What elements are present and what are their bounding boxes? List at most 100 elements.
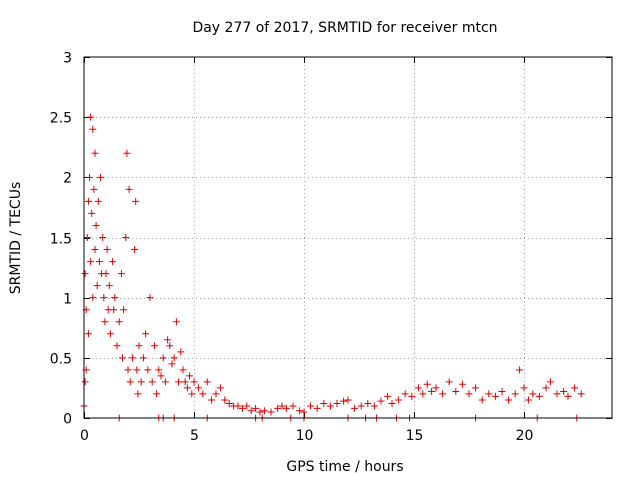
data-point <box>133 366 141 374</box>
data-point <box>243 402 251 410</box>
data-point <box>465 390 473 398</box>
data-point <box>131 246 139 254</box>
data-point <box>516 366 524 374</box>
y-tick-label: 0 <box>63 412 72 428</box>
data-point <box>351 404 359 412</box>
data-point <box>128 354 136 362</box>
data-point <box>175 378 183 386</box>
data-point <box>278 402 286 410</box>
x-tick-label: 15 <box>406 428 424 444</box>
data-point <box>126 378 134 386</box>
data-point <box>91 149 99 157</box>
data-point <box>135 342 143 350</box>
data-point <box>296 407 304 415</box>
data-point <box>194 384 202 392</box>
data-point <box>106 330 114 338</box>
x-axis-label: GPS time / hours <box>286 459 403 475</box>
data-point <box>183 384 191 392</box>
data-point <box>166 342 174 350</box>
data-point <box>86 173 93 181</box>
data-point <box>216 384 224 392</box>
data-point <box>247 407 255 415</box>
data-point <box>132 197 140 205</box>
data-point <box>212 390 220 398</box>
data-point <box>384 392 392 400</box>
data-point <box>101 318 109 326</box>
data-point <box>564 392 572 400</box>
data-point <box>177 348 185 356</box>
data-point <box>190 378 198 386</box>
data-point <box>313 404 321 412</box>
data-point <box>105 282 113 290</box>
data-point <box>81 270 89 278</box>
data-point <box>388 400 396 408</box>
data-point <box>170 354 178 362</box>
data-point <box>122 234 130 241</box>
data-point <box>161 378 169 386</box>
data-point <box>179 366 187 374</box>
y-tick-label: 1.5 <box>50 232 72 248</box>
data-point <box>87 258 95 266</box>
data-point <box>124 366 132 374</box>
data-point <box>498 388 506 396</box>
data-point <box>535 392 543 400</box>
data-point <box>142 330 150 338</box>
data-point <box>326 402 334 410</box>
data-point <box>300 408 308 416</box>
data-point <box>577 390 585 398</box>
data-point <box>560 388 568 396</box>
data-point <box>139 354 147 362</box>
data-point <box>95 258 103 266</box>
x-tick-label: 20 <box>516 428 534 444</box>
data-point <box>153 390 161 398</box>
data-point <box>225 400 233 408</box>
data-point <box>150 342 158 350</box>
data-point <box>100 294 108 302</box>
data-point <box>307 402 315 410</box>
x-tick-label: 5 <box>190 428 199 444</box>
data-point <box>203 378 211 386</box>
data-point <box>134 390 142 398</box>
data-point <box>157 372 165 380</box>
data-points <box>80 113 585 422</box>
data-point <box>99 234 107 241</box>
data-point <box>221 396 229 404</box>
data-point <box>113 342 121 350</box>
data-point <box>123 149 131 157</box>
data-point <box>256 408 264 416</box>
data-point <box>445 378 453 386</box>
data-point <box>524 396 532 404</box>
data-point <box>458 380 466 388</box>
data-point <box>120 306 128 314</box>
data-point <box>234 402 242 410</box>
data-point <box>199 390 207 398</box>
data-point <box>529 390 537 398</box>
data-point <box>117 270 125 278</box>
data-point <box>208 396 216 404</box>
data-point <box>155 366 163 374</box>
data-point <box>168 360 176 368</box>
data-point <box>478 396 486 404</box>
data-point <box>94 197 102 205</box>
data-point <box>90 185 98 193</box>
data-point <box>419 390 427 398</box>
data-point <box>344 396 352 404</box>
data-point <box>110 306 118 314</box>
data-point <box>137 378 145 386</box>
data-point <box>125 185 133 193</box>
data-point <box>491 392 499 400</box>
y-tick-label: 3 <box>63 51 72 67</box>
data-point <box>357 402 365 410</box>
data-point <box>181 378 189 386</box>
data-point <box>452 388 460 396</box>
data-point <box>102 270 110 278</box>
y-tick-label: 2 <box>63 171 72 187</box>
data-point <box>115 318 123 326</box>
data-point <box>164 336 172 344</box>
data-point <box>505 396 513 404</box>
data-point <box>238 404 246 412</box>
data-point <box>103 246 111 254</box>
data-point <box>89 294 97 302</box>
data-point <box>401 390 409 398</box>
